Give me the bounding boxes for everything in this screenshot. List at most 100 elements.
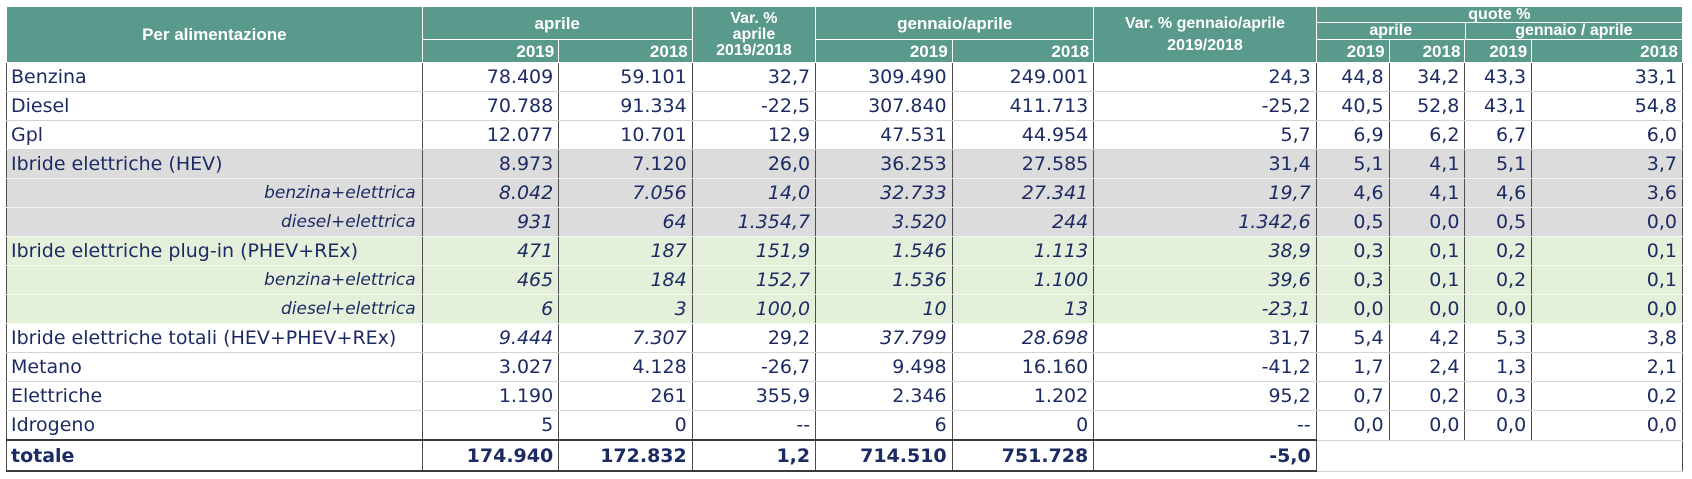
cell-apr-2018: 261	[558, 381, 693, 411]
header-quote: quote % aprile gennaio / aprile	[1315, 6, 1684, 40]
cell-ga-2018: 27.585	[952, 149, 1095, 179]
header-var-aprile-line3: 2019/2018	[716, 41, 792, 59]
cell-q-apr-2019: 0,3	[1316, 265, 1390, 295]
cell-var-ga: 19,7	[1093, 178, 1317, 208]
cell-apr-2018: 3	[558, 294, 693, 324]
cell-var-apr: 29,2	[692, 323, 817, 353]
cell-var-apr: 26,0	[692, 149, 817, 179]
cell-q-apr-2018: 0,0	[1389, 207, 1466, 237]
cell-ga-2019: 3.520	[815, 207, 953, 237]
cell-q-ga-2018: 33,1	[1531, 62, 1683, 92]
header-quote-gennaio-aprile: gennaio / aprile	[1515, 22, 1633, 39]
cell-q-ga-2019: 6,7	[1464, 120, 1533, 150]
cell-q-ga-2018: 0,1	[1531, 265, 1683, 295]
cell-q-apr-2018: 34,2	[1389, 62, 1466, 92]
cell-var-ga: 38,9	[1093, 236, 1317, 266]
cell-apr-2019: 8.042	[422, 178, 560, 208]
cell-apr-2018: 7.056	[558, 178, 693, 208]
registrations-by-fuel-table: Per alimentazione aprile Var. % aprile 2…	[6, 6, 1684, 472]
row-label: Gpl	[6, 120, 423, 150]
cell-ga-2018: 1.113	[952, 236, 1095, 266]
cell-apr-2018: 184	[558, 265, 693, 295]
cell-ga-2019: 47.531	[815, 120, 953, 150]
row-label: Idrogeno	[6, 410, 423, 441]
cell-ga-2019: 1.546	[815, 236, 953, 266]
cell-q-apr-2018: 0,1	[1389, 236, 1466, 266]
cell-apr-2018: 91.334	[558, 91, 693, 121]
total-var-apr: 1,2	[692, 439, 817, 472]
cell-ga-2018: 13	[952, 294, 1095, 324]
cell-apr-2019: 931	[422, 207, 560, 237]
cell-var-ga: 95,2	[1093, 381, 1317, 411]
cell-q-ga-2018: 0,0	[1531, 207, 1683, 237]
cell-q-apr-2018: 0,2	[1389, 381, 1466, 411]
cell-q-ga-2018: 0,2	[1531, 381, 1683, 411]
row-label: Elettriche	[6, 381, 423, 411]
row-label: Diesel	[6, 91, 423, 121]
cell-ga-2018: 411.713	[952, 91, 1095, 121]
cell-q-ga-2019: 1,3	[1464, 352, 1533, 382]
cell-q-ga-2019: 0,2	[1464, 236, 1533, 266]
cell-ga-2019: 10	[815, 294, 953, 324]
table-row-diesel: Diesel 70.788 91.334 -22,5 307.840 411.7…	[6, 91, 1683, 121]
cell-apr-2019: 1.190	[422, 381, 560, 411]
cell-apr-2018: 187	[558, 236, 693, 266]
row-label: diesel+elettrica	[6, 294, 423, 324]
total-label: totale	[6, 439, 423, 472]
cell-var-ga: -41,2	[1093, 352, 1317, 382]
row-label: Ibride elettriche totali (HEV+PHEV+REx)	[6, 323, 423, 353]
cell-apr-2018: 64	[558, 207, 693, 237]
cell-ga-2018: 16.160	[952, 352, 1095, 382]
row-label: diesel+elettrica	[6, 207, 423, 237]
cell-var-apr: 32,7	[692, 62, 817, 92]
total-ga-2019: 714.510	[815, 439, 953, 472]
cell-apr-2019: 9.444	[422, 323, 560, 353]
total-quote-empty	[1316, 439, 1684, 472]
table-body: Benzina 78.409 59.101 32,7 309.490 249.0…	[6, 62, 1684, 472]
header-ga-2018: 2018	[951, 39, 1095, 63]
header-ga-2019: 2019	[815, 39, 953, 63]
cell-q-ga-2019: 0,0	[1464, 410, 1533, 441]
header-aprile: aprile	[421, 6, 693, 40]
table-row-phev-diesel: diesel+elettrica 6 3 100,0 10 13 -23,1 0…	[6, 294, 1683, 324]
cell-apr-2018: 7.307	[558, 323, 693, 353]
cell-var-apr: 100,0	[692, 294, 817, 324]
cell-apr-2018: 4.128	[558, 352, 693, 382]
cell-var-ga: 31,7	[1093, 323, 1317, 353]
cell-var-ga: 24,3	[1093, 62, 1317, 92]
row-label: Ibride elettriche (HEV)	[6, 149, 423, 179]
cell-apr-2019: 70.788	[422, 91, 560, 121]
cell-var-apr: -26,7	[692, 352, 817, 382]
cell-q-ga-2019: 43,1	[1464, 91, 1533, 121]
cell-ga-2019: 37.799	[815, 323, 953, 353]
cell-q-apr-2018: 4,1	[1389, 178, 1466, 208]
cell-ga-2018: 28.698	[952, 323, 1095, 353]
cell-q-ga-2019: 0,5	[1464, 207, 1533, 237]
cell-q-apr-2019: 5,4	[1316, 323, 1390, 353]
cell-q-apr-2019: 0,0	[1316, 294, 1390, 324]
cell-q-ga-2018: 6,0	[1531, 120, 1683, 150]
header-var-gennaio-aprile: Var. % gennaio/aprile 2019/2018	[1093, 6, 1317, 63]
cell-q-ga-2019: 4,6	[1464, 178, 1533, 208]
cell-q-ga-2018: 3,6	[1531, 178, 1683, 208]
cell-ga-2019: 2.346	[815, 381, 953, 411]
header-var-aprile-line2: aprile	[732, 25, 776, 43]
row-label: benzina+elettrica	[6, 265, 423, 295]
cell-ga-2018: 1.100	[952, 265, 1095, 295]
header-var-aprile: Var. % aprile 2019/2018	[691, 6, 817, 63]
cell-q-ga-2019: 0,3	[1464, 381, 1533, 411]
cell-q-apr-2019: 44,8	[1316, 62, 1390, 92]
table-header: Per alimentazione aprile Var. % aprile 2…	[6, 6, 1684, 63]
cell-q-ga-2018: 2,1	[1531, 352, 1683, 382]
cell-q-ga-2018: 0,0	[1531, 410, 1683, 441]
table-row-hev: Ibride elettriche (HEV) 8.973 7.120 26,0…	[6, 149, 1683, 179]
header-q-apr-2018: 2018	[1388, 39, 1466, 63]
header-apr-2019: 2019	[421, 39, 560, 63]
cell-apr-2019: 471	[422, 236, 560, 266]
cell-q-ga-2019: 5,3	[1464, 323, 1533, 353]
cell-q-apr-2018: 0,1	[1389, 265, 1466, 295]
header-quote-label: quote %	[1316, 7, 1682, 23]
cell-apr-2018: 7.120	[558, 149, 693, 179]
cell-var-apr: 1.354,7	[692, 207, 817, 237]
cell-var-apr: 355,9	[692, 381, 817, 411]
